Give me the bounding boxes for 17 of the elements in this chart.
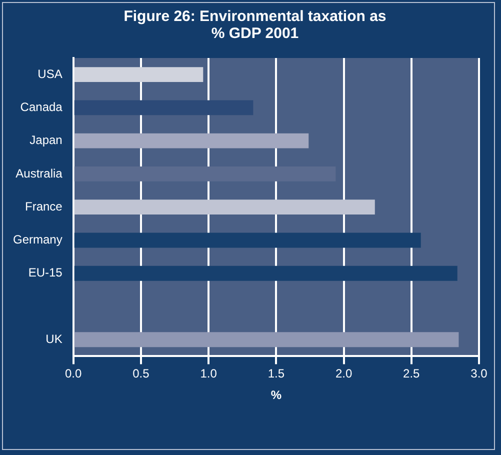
x-tick-label: 1.0 (200, 366, 218, 381)
x-tick-label: 2.5 (403, 366, 420, 381)
x-tick-label: 3.0 (470, 366, 488, 381)
x-axis-title: % (270, 388, 282, 402)
y-tick-label: France (24, 199, 63, 214)
y-tick-label: UK (46, 332, 62, 346)
y-tick-label: EU-15 (28, 266, 63, 280)
chart-title: Figure 26: Environmental taxation as % GDP 2001 (122, 8, 388, 42)
x-tick-label: 2.0 (335, 366, 352, 381)
x-tick-label: 0.0 (65, 366, 82, 381)
x-tick-label: 0.5 (132, 366, 150, 381)
y-tick-label: Canada (20, 100, 63, 114)
y-tick-label: Australia (16, 166, 63, 180)
x-tick-label: 1.5 (268, 366, 285, 381)
y-tick-label: Japan (30, 133, 62, 148)
y-tick-label: USA (38, 66, 62, 81)
y-tick-label: Germany (12, 232, 62, 247)
